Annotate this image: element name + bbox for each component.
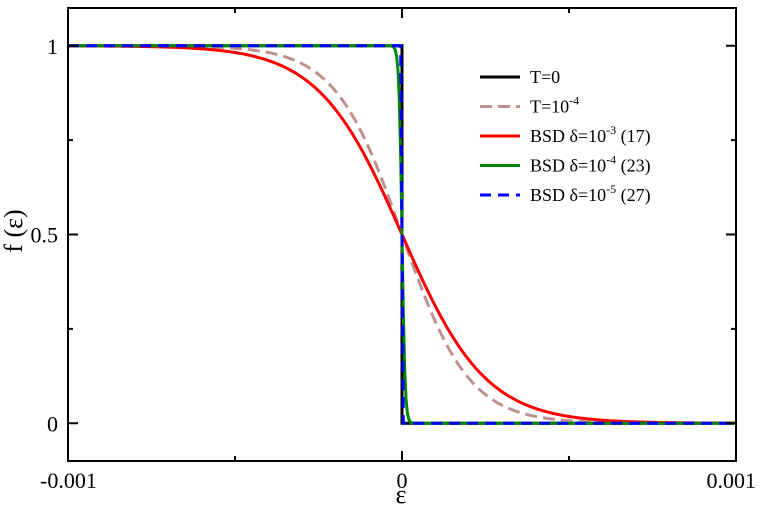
- series-line-4: [68, 44, 736, 425]
- legend-label-1: T=10-4: [530, 94, 579, 117]
- y-tick-label: 0.5: [31, 223, 59, 248]
- x-tick-label: -0.001: [40, 468, 97, 493]
- plot-lines: [68, 44, 736, 425]
- y-tick-label: 1: [47, 34, 58, 59]
- x-tick-label: 0.001: [707, 468, 757, 493]
- y-axis-label: f (ε): [0, 209, 28, 252]
- legend-label-0: T=0: [530, 67, 560, 87]
- x-tick-label: 0: [397, 468, 408, 493]
- legend-label-4: BSD δ=10-5 (27): [530, 182, 651, 206]
- y-tick-label: 0: [47, 411, 58, 436]
- legend-label-2: BSD δ=10-3 (17): [530, 123, 651, 147]
- legend: T=0 T=10-4 BSD δ=10-3 (17) BSD δ=10-4 (23) B…: [480, 67, 651, 206]
- legend-label-3: BSD δ=10-4 (23): [530, 153, 651, 177]
- axes-ticks: -0.001 0 0.001 0 0.5 1: [31, 8, 757, 493]
- x-axis-label: ε: [396, 480, 407, 507]
